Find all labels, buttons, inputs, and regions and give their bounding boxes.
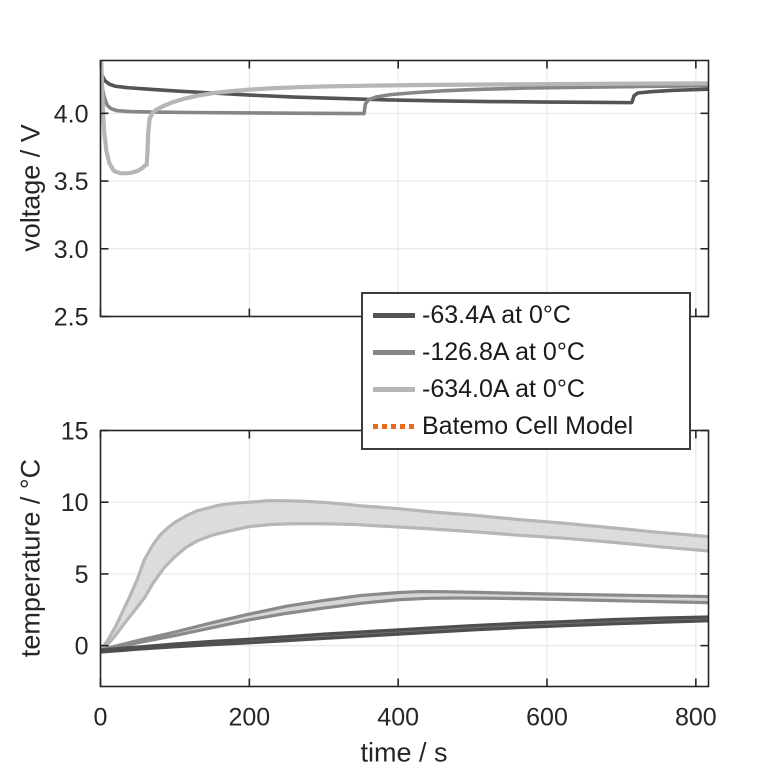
legend-line-sample-light: [373, 387, 415, 392]
y-tick-label: 3.0: [54, 236, 89, 264]
legend-item: Batemo Cell Model: [373, 409, 685, 445]
band-lower-edge: [100, 619, 709, 654]
x-tick-label: 600: [526, 704, 568, 732]
legend-item-label: -634.0A at 0°C: [422, 375, 585, 403]
legend-item-label: -126.8A at 0°C: [422, 338, 585, 366]
legend-item: -634.0A at 0°C: [373, 372, 685, 408]
legend-item-label: Batemo Cell Model: [422, 412, 634, 440]
legend-item: -63.4A at 0°C: [373, 298, 685, 334]
legend-item: -126.8A at 0°C: [373, 335, 685, 371]
y-tick-label: 2.5: [54, 304, 89, 332]
x-tick-label: 800: [675, 704, 717, 732]
plot-area: [100, 60, 709, 176]
legend-dotted-line-sample: [373, 424, 415, 429]
plot-area: [100, 499, 709, 654]
band-upper-edge: [100, 589, 709, 652]
temperature-axes: 0 5 10 15 0 200 400 600 800: [61, 418, 717, 732]
y-tick-label: 4.0: [54, 100, 89, 128]
bottom-y-axis-label-text: temperature / °C: [15, 458, 46, 658]
top-y-axis-label-text: voltage / V: [15, 124, 46, 252]
band-lower-edge: [100, 596, 709, 653]
x-axis-label-text: time / s: [360, 737, 448, 768]
series-line: [100, 60, 709, 176]
voltage-axes: 2.5 3.0 3.5 4.0: [54, 59, 710, 332]
legend-line-sample-dark: [373, 313, 415, 318]
x-tick-label: 0: [94, 704, 108, 732]
y-tick-label: 10: [61, 489, 89, 517]
series-line: [100, 65, 709, 105]
series-line: [100, 66, 709, 116]
band-upper-edge: [100, 615, 709, 652]
axes-box: [99, 429, 710, 688]
y-tick-label: 15: [61, 418, 89, 446]
band-upper-edge: [100, 499, 709, 651]
y-tick-label: 0: [75, 633, 89, 661]
legend: -63.4A at 0°C -126.8A at 0°C -634.0A at …: [361, 292, 691, 450]
x-tick-label: 400: [377, 704, 419, 732]
band-lower-edge: [100, 522, 709, 652]
legend-line-sample-medium: [373, 350, 415, 355]
x-tick-label: 200: [228, 704, 270, 732]
y-tick-label: 5: [75, 561, 89, 589]
y-tick-label: 3.5: [54, 168, 89, 196]
legend-item-label: -63.4A at 0°C: [422, 301, 571, 329]
